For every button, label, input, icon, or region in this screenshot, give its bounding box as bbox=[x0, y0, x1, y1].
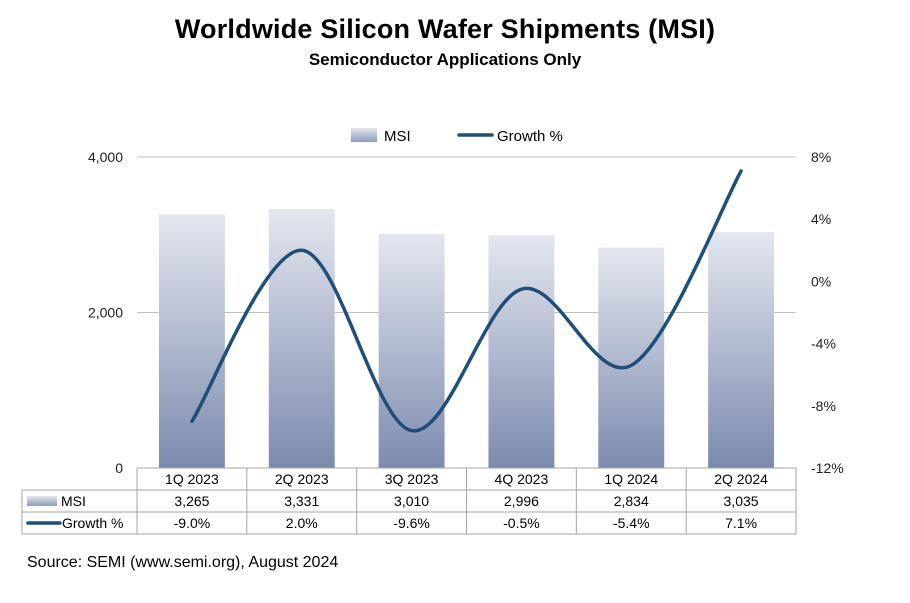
bar-msi-0 bbox=[158, 214, 225, 468]
bar-msi-3 bbox=[488, 235, 555, 468]
chart-title: Worldwide Silicon Wafer Shipments (MSI) bbox=[174, 14, 716, 44]
bar-msi-4 bbox=[598, 247, 665, 468]
right-tick-label: 4% bbox=[811, 211, 831, 227]
bars bbox=[158, 209, 775, 468]
left-tick-label: 0 bbox=[115, 460, 123, 476]
table-cell-msi: 3,010 bbox=[394, 493, 429, 509]
category-label: 1Q 2024 bbox=[604, 471, 658, 487]
bar-msi-5 bbox=[708, 232, 775, 468]
chart-subtitle: Semiconductor Applications Only bbox=[308, 50, 582, 69]
legend-growth-label: Growth % bbox=[497, 128, 563, 145]
table-cell-msi: 2,996 bbox=[504, 493, 539, 509]
category-label: 1Q 2023 bbox=[165, 471, 219, 487]
table-msi-swatch-icon bbox=[27, 496, 57, 506]
axes: 0 2,000 4,000 8% 4% 0% -4% -8% -12% bbox=[88, 149, 844, 476]
growth-line-path bbox=[190, 169, 743, 433]
table-cell-msi: 2,834 bbox=[614, 493, 649, 509]
right-tick-label: -12% bbox=[811, 460, 844, 476]
table-cell-msi: 3,035 bbox=[724, 493, 759, 509]
source-note: Source: SEMI (www.semi.org), August 2024 bbox=[27, 554, 339, 571]
growth-line bbox=[190, 169, 743, 433]
table-cell-growth: -9.6% bbox=[393, 515, 430, 531]
legend-msi-swatch-icon bbox=[351, 128, 377, 142]
right-tick-label: 8% bbox=[811, 149, 831, 165]
gridlines bbox=[137, 156, 796, 313]
table-cell-growth: 2.0% bbox=[286, 515, 318, 531]
category-label: 2Q 2023 bbox=[275, 471, 329, 487]
category-label: 3Q 2023 bbox=[385, 471, 439, 487]
table-cell-msi: 3,331 bbox=[284, 493, 319, 509]
table-row-label-msi: MSI bbox=[61, 493, 86, 509]
table-cell-growth: -9.0% bbox=[174, 515, 211, 531]
bar-msi-2 bbox=[378, 233, 445, 468]
left-tick-label: 2,000 bbox=[88, 305, 123, 321]
category-label: 2Q 2024 bbox=[714, 471, 768, 487]
table-cell-growth: -0.5% bbox=[503, 515, 540, 531]
table-cell-msi: 3,265 bbox=[174, 493, 209, 509]
right-tick-label: -4% bbox=[811, 336, 836, 352]
table-row-label-growth: Growth % bbox=[62, 515, 123, 531]
table-cell-growth: -5.4% bbox=[613, 515, 650, 531]
left-tick-label: 4,000 bbox=[88, 149, 123, 165]
right-tick-label: 0% bbox=[811, 273, 831, 289]
legend: MSI Growth % bbox=[351, 128, 563, 145]
bar-msi-1 bbox=[268, 209, 335, 468]
legend-msi-label: MSI bbox=[384, 128, 411, 145]
table-cell-growth: 7.1% bbox=[725, 515, 757, 531]
category-label: 4Q 2023 bbox=[495, 471, 549, 487]
right-tick-label: -8% bbox=[811, 398, 836, 414]
data-table: 1Q 2023 2Q 2023 3Q 2023 4Q 2023 1Q 2024 2Q 20… bbox=[21, 467, 797, 535]
